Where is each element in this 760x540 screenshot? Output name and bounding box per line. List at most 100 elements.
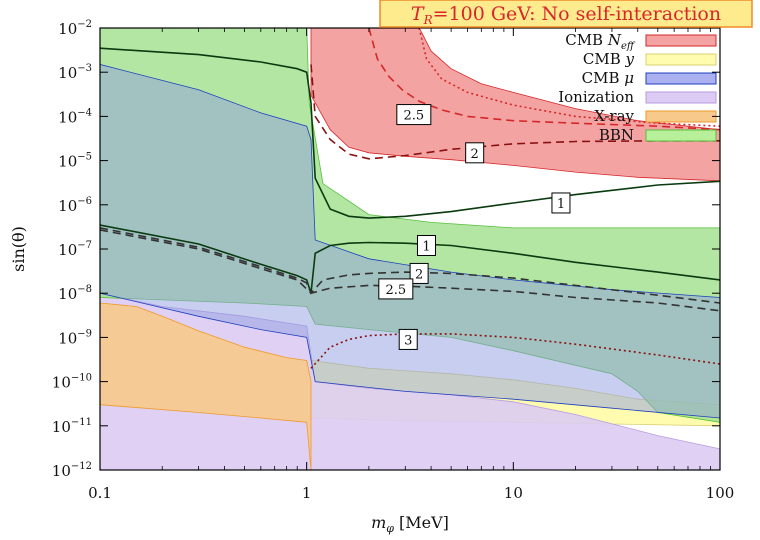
contour-label-0: 2.5 [396, 104, 432, 126]
chart-title-symbol: T [411, 3, 425, 25]
legend-label-main: CMB [583, 50, 626, 68]
y-tick-label: 10−9 [58, 328, 92, 347]
legend-label-main: X-ray [594, 107, 634, 125]
y-tick-label: 10−12 [52, 461, 92, 480]
y-tick-exponent: −3 [77, 63, 92, 74]
legend-label: BBN [599, 126, 634, 144]
contour-label-5: 2.5 [378, 278, 414, 300]
chart-title-subscript: R [423, 13, 433, 27]
x-axis-title-symbol: m [371, 513, 386, 532]
legend-label-symbol: y [625, 50, 635, 68]
y-tick-base: 10 [52, 418, 71, 436]
contour-line-4 [100, 224, 720, 294]
y-tick-exponent: −9 [77, 328, 92, 339]
x-axis-title-unit: [MeV] [394, 513, 449, 532]
contour-label-text: 1 [557, 197, 565, 212]
y-tick-base: 10 [58, 108, 77, 126]
legend-label-main: Ionization [558, 88, 634, 106]
chart-title: TR=100 GeV: No self-interaction [411, 3, 721, 27]
contour-label-box [465, 142, 485, 164]
contour-label-1: 2 [465, 142, 485, 164]
y-tick-exponent: −2 [77, 19, 92, 30]
x-tick-label: 100 [706, 484, 735, 502]
legend-label: CMB Neff [565, 31, 636, 52]
contour-line-3 [418, 28, 720, 127]
contour-lines [100, 28, 720, 369]
y-tick-label: 10−7 [58, 240, 92, 259]
y-tick-base: 10 [58, 20, 77, 38]
legend-label-main: CMB [565, 31, 608, 49]
region-cmb-mu [100, 63, 720, 419]
y-tick-exponent: −8 [77, 284, 92, 295]
x-tick-label: 1 [302, 484, 312, 502]
contour-label-box [398, 328, 418, 350]
x-axis-title-subscript: φ [386, 522, 394, 535]
y-tick-base: 10 [58, 329, 77, 347]
contour-label-text: 2.5 [403, 109, 424, 124]
y-tick-base: 10 [58, 285, 77, 303]
y-tick-exponent: −10 [71, 373, 92, 384]
y-tick-exponent: −5 [77, 152, 92, 163]
legend-swatch [645, 129, 717, 142]
contour-label-box [409, 262, 429, 284]
contour-label-3: 1 [416, 235, 436, 257]
legend-entry-cmb-neff: CMB Neff [565, 31, 717, 52]
legend-label-symbol: μ [624, 69, 634, 87]
legend-label: Ionization [558, 88, 634, 106]
y-tick-base: 10 [58, 197, 77, 215]
y-tick-exponent: −12 [71, 461, 92, 472]
y-tick-exponent: −6 [77, 196, 92, 207]
y-tick-base: 10 [58, 64, 77, 82]
contour-line-2 [368, 28, 720, 131]
y-tick-label: 10−11 [52, 417, 92, 436]
contour-line-0 [100, 47, 720, 219]
y-tick-exponent: −4 [77, 107, 92, 118]
y-tick-base: 10 [58, 241, 77, 259]
contour-labels: 2.5 2 1 1 2 2.5 3 [378, 104, 571, 350]
legend-entry-cmb-y: CMB y [583, 50, 717, 68]
y-axis: 10−210−310−410−510−610−710−810−910−1010−… [52, 19, 720, 480]
legend-label-main: BBN [599, 126, 634, 144]
legend-entry-ionization: Ionization [558, 88, 717, 106]
legend-swatch [645, 34, 717, 47]
y-tick-label: 10−3 [58, 63, 92, 82]
y-tick-label: 10−10 [52, 373, 92, 392]
legend-entry-bbn: BBN [599, 126, 717, 144]
y-tick-label: 10−2 [58, 19, 92, 38]
legend-entry-cmb-mu: CMB μ [582, 69, 717, 87]
chart-title-box: TR=100 GeV: No self-interaction [379, 0, 753, 28]
contour-label-text: 1 [422, 240, 430, 255]
legend-label-subscript: eff [621, 41, 636, 52]
contour-label-6: 3 [398, 328, 418, 350]
y-tick-exponent: −11 [71, 417, 92, 428]
y-tick-label: 10−6 [58, 196, 92, 215]
y-tick-base: 10 [58, 153, 77, 171]
y-tick-exponent: −7 [77, 240, 92, 251]
contour-label-text: 3 [404, 333, 412, 348]
x-axis: 0.1 1 10 100 [88, 28, 734, 502]
y-tick-base: 10 [52, 374, 71, 392]
contour-label-text: 2.5 [385, 283, 406, 298]
legend-label: X-ray [594, 107, 634, 125]
legend-label: CMB μ [582, 69, 634, 87]
y-tick-label: 10−5 [58, 152, 92, 171]
legend-swatch [645, 53, 717, 66]
y-axis-title: sin(θ) [9, 226, 28, 272]
x-axis-title: mφ [MeV] [371, 513, 449, 535]
contour-label-box [378, 278, 414, 300]
legend-label-symbol: N [607, 31, 622, 49]
x-tick-label: 0.1 [88, 484, 112, 502]
exclusion-regions [100, 28, 720, 470]
contour-label-box [416, 235, 436, 257]
contour-label-box [551, 192, 571, 214]
region-xray [100, 302, 312, 470]
legend-swatch [645, 72, 717, 85]
legend-swatch [645, 110, 717, 123]
y-tick-base: 10 [52, 462, 71, 480]
legend-label: CMB y [583, 50, 635, 68]
contour-label-text: 2 [415, 267, 423, 282]
contour-label-text: 2 [471, 147, 479, 162]
region-cmb-neff [310, 28, 720, 182]
